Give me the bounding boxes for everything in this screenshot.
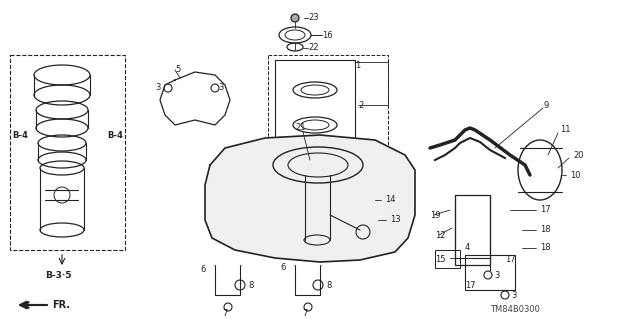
Text: 21: 21 — [295, 123, 305, 132]
Text: FR.: FR. — [52, 300, 70, 310]
Text: 9: 9 — [543, 100, 548, 109]
Text: 17: 17 — [505, 256, 516, 264]
Text: 11: 11 — [560, 125, 570, 135]
Text: 16: 16 — [322, 31, 333, 40]
Text: 6: 6 — [280, 263, 285, 272]
Text: B-4: B-4 — [107, 130, 123, 139]
Text: 15: 15 — [435, 256, 445, 264]
Text: 18: 18 — [540, 226, 550, 234]
Text: 7: 7 — [302, 308, 307, 317]
Polygon shape — [205, 135, 415, 262]
Text: 20: 20 — [573, 151, 584, 160]
Text: 8: 8 — [326, 280, 332, 290]
Text: 3: 3 — [155, 84, 161, 93]
Text: B-4: B-4 — [12, 130, 28, 139]
Text: 14: 14 — [385, 196, 396, 204]
Bar — [268, 55, 388, 205]
Text: TM84B0300: TM84B0300 — [490, 305, 540, 314]
Text: 6: 6 — [200, 265, 205, 275]
Text: 4: 4 — [465, 243, 470, 253]
Text: B-3·5: B-3·5 — [45, 271, 72, 279]
Text: 12: 12 — [435, 231, 445, 240]
Text: 3: 3 — [218, 84, 223, 93]
Bar — [465, 255, 515, 290]
Text: 18: 18 — [540, 243, 550, 253]
Text: 2: 2 — [358, 100, 364, 109]
Text: 1: 1 — [355, 61, 360, 70]
Text: 5: 5 — [175, 65, 180, 75]
Text: 13: 13 — [390, 216, 401, 225]
Text: 17: 17 — [465, 280, 476, 290]
Bar — [455, 195, 490, 265]
Bar — [10, 55, 125, 250]
Text: 23: 23 — [308, 13, 319, 23]
Text: 7: 7 — [222, 308, 227, 317]
Text: 10: 10 — [570, 170, 580, 180]
Text: 3: 3 — [511, 291, 516, 300]
Bar — [435, 250, 460, 268]
Text: 19: 19 — [430, 211, 440, 219]
Text: 17: 17 — [540, 205, 550, 214]
Circle shape — [291, 14, 299, 22]
Bar — [275, 60, 355, 145]
Text: 3: 3 — [494, 271, 499, 279]
Text: 22: 22 — [308, 43, 319, 53]
Text: 8: 8 — [248, 280, 253, 290]
